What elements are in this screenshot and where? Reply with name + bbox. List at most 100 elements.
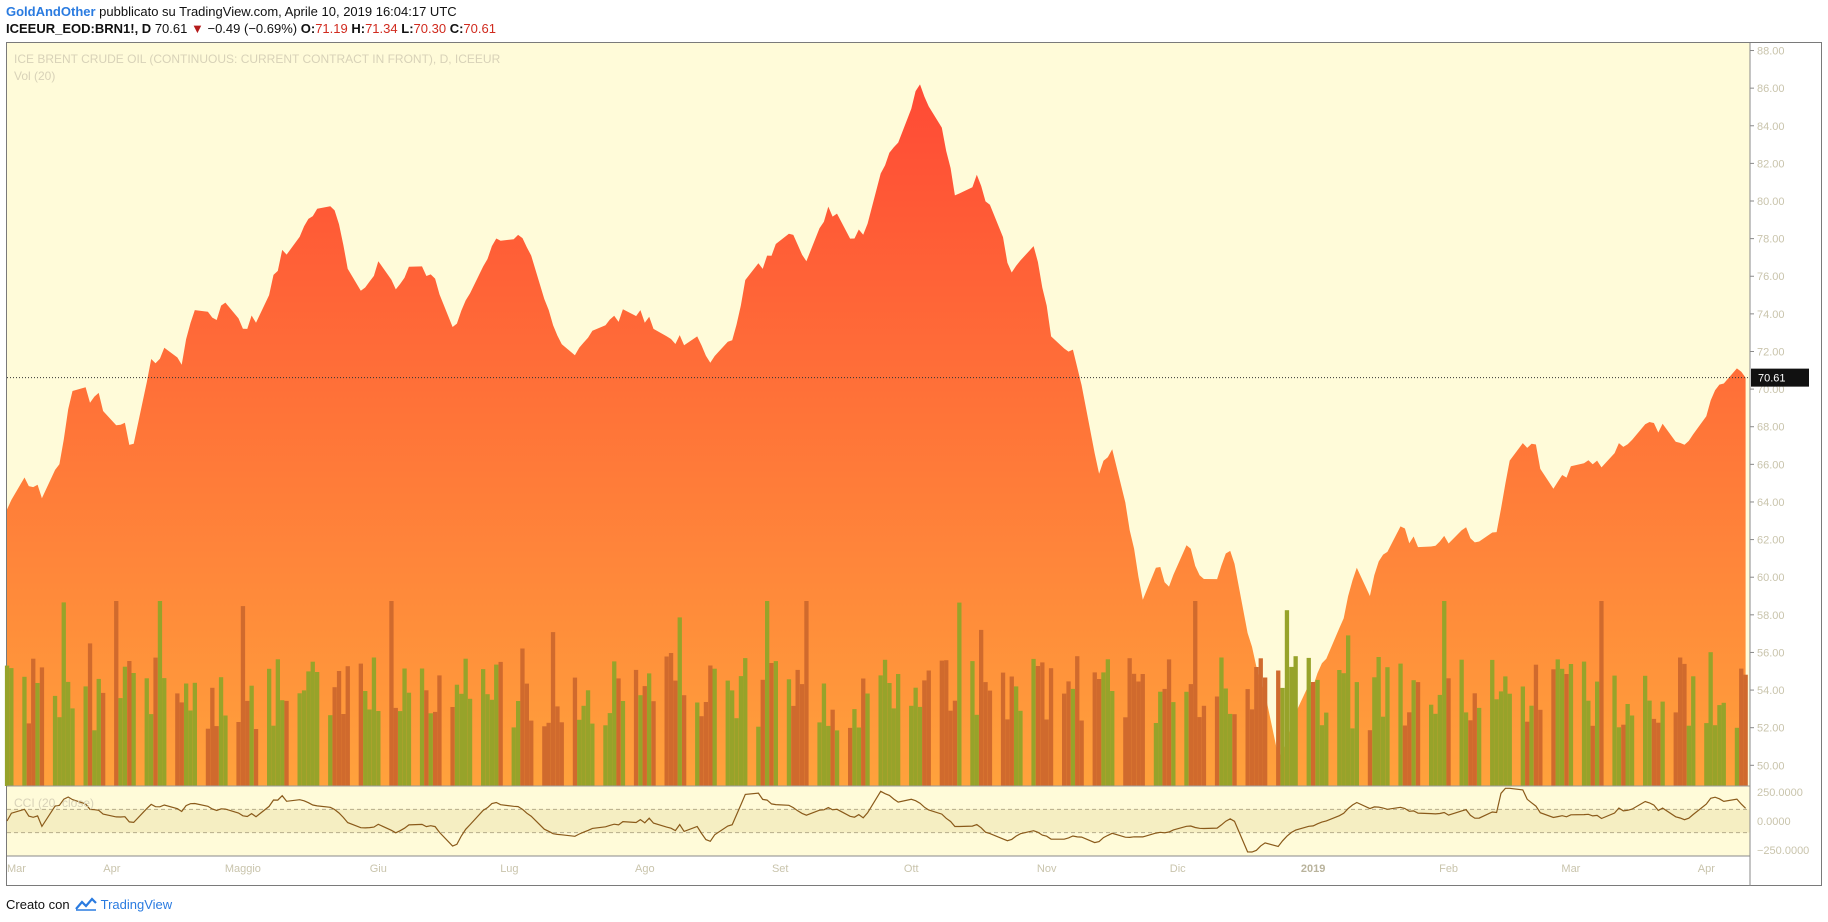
volume-bar [144, 678, 149, 786]
volume-bar [520, 648, 525, 786]
volume-bar [1616, 727, 1622, 786]
price-tick-label: 82.00 [1757, 158, 1785, 170]
volume-bar [301, 690, 307, 786]
volume-bar [1009, 676, 1014, 786]
volume-bar [1520, 686, 1525, 786]
volume-bar [983, 682, 988, 786]
volume-bar [467, 698, 473, 786]
tradingview-logo-icon[interactable] [75, 897, 97, 914]
volume-bar [87, 643, 93, 786]
volume-bar [101, 692, 106, 786]
volume-bar [358, 663, 363, 786]
volume-bar [61, 602, 66, 786]
price-tick-label: 80.00 [1757, 196, 1785, 208]
volume-bar [52, 695, 58, 786]
current-price-tag [1751, 368, 1809, 387]
volume-bar [1568, 664, 1574, 786]
volume-bar [70, 708, 75, 786]
volume-bar [332, 687, 337, 786]
time-tick-label: Lug [500, 863, 518, 875]
volume-bar [1372, 677, 1377, 786]
volume-bar [1306, 657, 1311, 786]
volume-bar [1110, 691, 1115, 786]
volume-bar [131, 673, 136, 786]
volume-bar [1201, 705, 1207, 786]
time-tick-label: 2019 [1301, 863, 1325, 875]
volume-bar [1258, 658, 1263, 786]
volume-bar [1625, 704, 1630, 786]
volume-bar [162, 678, 167, 786]
volume-bar [865, 693, 870, 786]
volume-bar [1586, 700, 1591, 786]
volume-bar [1066, 681, 1071, 786]
volume-bar [1678, 657, 1683, 786]
time-tick-label: Giu [370, 863, 387, 875]
volume-bar [96, 678, 101, 786]
close-value: 70.61 [463, 21, 496, 36]
volume-bar [1621, 724, 1626, 786]
volume-bar [909, 705, 914, 786]
volume-bar [1249, 709, 1255, 786]
volume-bar [1140, 674, 1145, 786]
volume-bar [419, 668, 425, 786]
volume-bar [1346, 635, 1351, 786]
volume-bar [952, 700, 958, 786]
volume-bar [1040, 662, 1045, 786]
price-tick-label: 68.00 [1757, 422, 1785, 434]
volume-bar [1075, 656, 1080, 786]
volume-bar [974, 714, 979, 786]
volume-bar [35, 683, 40, 786]
volume-bar [1350, 728, 1355, 786]
volume-bar [280, 700, 285, 786]
volume-bar [315, 672, 320, 786]
chart-frame[interactable] [6, 42, 1822, 886]
volume-bar [1070, 688, 1076, 786]
volume-bar [275, 659, 280, 786]
volume-bar [1044, 719, 1049, 786]
volume-bar [1660, 701, 1665, 786]
volume-bar [1525, 721, 1530, 786]
volume-bar [1171, 702, 1176, 786]
tradingview-link[interactable]: TradingView [100, 897, 173, 912]
volume-bar [271, 725, 276, 786]
volume-bar [1197, 717, 1202, 786]
time-tick-label: Apr [103, 863, 120, 875]
volume-bar [459, 693, 464, 786]
volume-bar [1079, 720, 1084, 786]
volume-bar [205, 728, 211, 786]
volume-bar [424, 690, 429, 786]
volume-bar [1127, 658, 1132, 786]
volume-bar [1643, 675, 1648, 786]
volume-bar [1682, 663, 1687, 786]
volume-bar [1551, 669, 1556, 786]
price-tick-label: 62.00 [1757, 535, 1785, 547]
volume-bar [804, 601, 809, 786]
volume-bar [1599, 601, 1604, 786]
volume-bar [1367, 730, 1373, 786]
volume-bar [1708, 652, 1713, 786]
volume-bar [555, 706, 560, 786]
volume-bar [179, 702, 184, 786]
volume-bar [1092, 672, 1097, 786]
price-tick-label: 58.00 [1757, 610, 1785, 622]
volume-bar [114, 601, 119, 786]
cci-legend: CCI (20, close) [14, 796, 94, 810]
volume-bar [1385, 667, 1390, 786]
volume-bar [328, 715, 333, 786]
low-value: 70.30 [413, 21, 447, 36]
volume-bar [756, 726, 761, 786]
time-tick-label: Mar [7, 863, 26, 875]
price-tick-label: 74.00 [1757, 309, 1785, 321]
volume-bar [1564, 674, 1569, 786]
volume-bar [1656, 722, 1661, 786]
volume-bar [153, 657, 158, 786]
volume-bar [1031, 658, 1036, 786]
author-link[interactable]: GoldAndOther [6, 4, 96, 19]
volume-bar [1429, 704, 1434, 786]
volume-bar [682, 695, 687, 786]
published-text: pubblicato su TradingView.com, Aprile 10… [99, 4, 457, 19]
volume-bar [607, 713, 612, 786]
volume-bar [1315, 679, 1320, 786]
volume-bar [184, 683, 189, 786]
